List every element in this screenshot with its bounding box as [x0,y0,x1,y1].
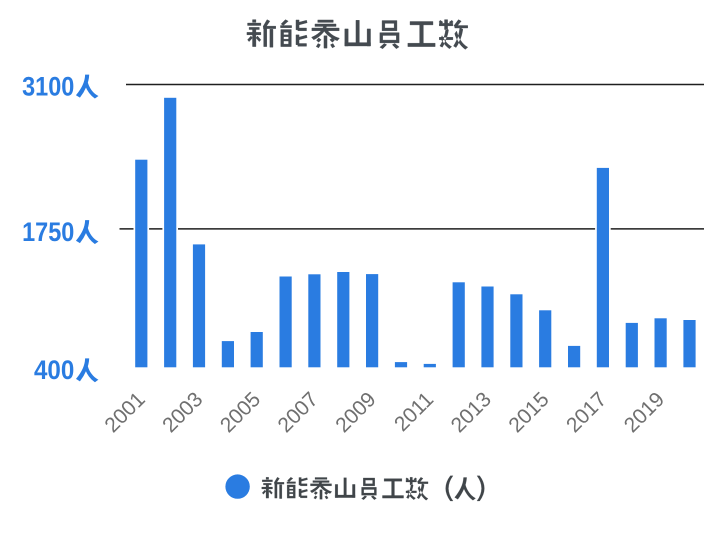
svg-text:2003: 2003 [158,388,207,437]
svg-text:2013: 2013 [447,388,496,437]
svg-text:2007: 2007 [274,388,323,437]
svg-text:2017: 2017 [562,388,611,437]
svg-text:2015: 2015 [504,388,553,437]
svg-text:400: 400 [34,355,74,385]
svg-text:2001: 2001 [100,388,149,437]
svg-text:2005: 2005 [216,388,265,437]
svg-text:2019: 2019 [620,388,669,437]
svg-text:2009: 2009 [331,388,380,437]
svg-text:3100: 3100 [22,71,74,101]
svg-text:1750: 1750 [22,217,74,247]
svg-text:2011: 2011 [390,388,438,436]
